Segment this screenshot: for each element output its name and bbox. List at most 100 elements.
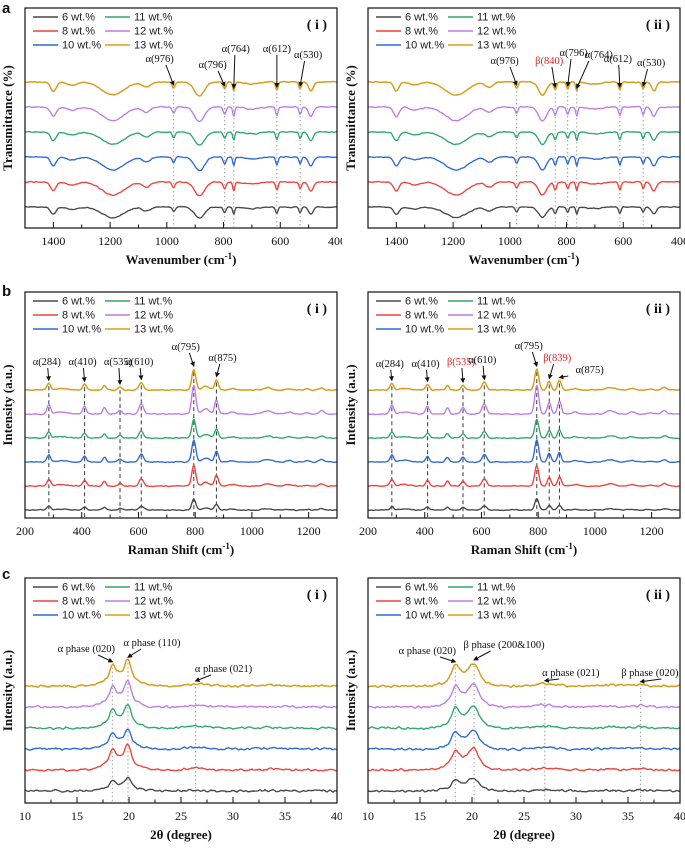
peak-annotation-label: α(410): [68, 357, 97, 368]
legend-label: 10 wt.%: [62, 40, 101, 52]
y-axis-title: Transmittance (%): [0, 65, 15, 171]
legend-label: 6 wt.%: [62, 582, 95, 594]
peak-annotation-label: α phase (020): [58, 644, 116, 655]
peak-annotation-label: α(530): [294, 50, 323, 61]
annotation-arrow: [388, 369, 394, 382]
y-axis-title: Intensity (a.u.): [343, 364, 358, 445]
y-axis-title: Intensity (a.u.): [0, 650, 15, 731]
legend-label: 6 wt.%: [405, 582, 438, 594]
series-curve-12wt: [368, 384, 680, 416]
series-curve-12wt: [25, 384, 337, 416]
annotation-arrow: [217, 70, 226, 87]
annotation-arrow: [617, 64, 623, 89]
x-tick-label: 1000: [155, 234, 179, 248]
plot-frame: [367, 291, 681, 519]
peak-annotation-label: α(612): [263, 44, 292, 55]
x-tick-label: 30: [227, 809, 239, 823]
x-axis-title: 2θ (degree): [493, 827, 555, 842]
y-axis-title: Transmittance (%): [343, 65, 358, 171]
x-tick-label: 15: [71, 809, 83, 823]
series-curve-12wt: [25, 105, 337, 122]
peak-annotation-label: β(840): [535, 56, 564, 67]
x-tick-label: 25: [518, 809, 530, 823]
spectra-plot-xrd-i: 10 15 20 25 30 35 40 2θ (degree) Intensity (a.u.…: [0, 577, 343, 842]
legend-label: 11 wt.%: [134, 582, 173, 594]
x-tick-label: 1200: [441, 234, 465, 248]
legend-label: 6 wt.%: [405, 296, 438, 308]
legend-label: 13 wt.%: [134, 324, 173, 336]
x-tick-label: 400: [328, 234, 342, 248]
panel-b-i: 200 400 600 800 1000 1200 Raman Shift (cm-1) In…: [0, 285, 342, 565]
peak-annotation-label: α(795): [172, 342, 201, 353]
spectra-plot-ftir-i: 1400 1200 1000 800 600 400 Wavenumber (cm-1) Tr…: [0, 7, 346, 267]
legend-label: 11 wt.%: [477, 296, 516, 308]
legend-label: 8 wt.%: [62, 596, 95, 608]
legend-label: 8 wt.%: [405, 310, 438, 322]
plot-frame: [367, 7, 681, 229]
peak-annotation-label: β phase (020): [621, 668, 679, 679]
panel-c-i: 10 15 20 25 30 35 40 2θ (degree) Intensity (a.u.…: [0, 568, 343, 848]
x-axis-title: 2θ (degree): [150, 827, 212, 842]
x-tick-label: 20: [466, 809, 478, 823]
legend-label: 11 wt.%: [134, 296, 173, 308]
peak-annotation-label: α phase (020): [399, 646, 457, 657]
annotation-arrow: [509, 66, 518, 86]
peak-annotation-label: α phase (110): [123, 638, 181, 649]
row-label-a: a: [2, 0, 11, 17]
peak-annotation-label: α(796): [560, 48, 589, 59]
peak-annotation-label: α phase (021): [195, 664, 253, 675]
series-curve-12wt: [368, 105, 680, 122]
panel-b-ii: 200 400 600 800 1000 1200 Raman Shift (cm-1) In…: [343, 285, 685, 565]
series-curve-13wt: [368, 663, 680, 689]
x-axis-title: Raman Shift (cm-1): [471, 541, 577, 557]
series-curve-10wt: [25, 439, 337, 464]
legend-label: 13 wt.%: [477, 610, 516, 622]
legend-label: 11 wt.%: [134, 12, 173, 24]
legend-label: 10 wt.%: [62, 324, 101, 336]
x-tick-label: 1200: [98, 234, 122, 248]
spectra-plot-raman-ii: 200 400 600 800 1000 1200 Raman Shift (cm-1) In…: [343, 291, 681, 557]
series-curve-11wt: [368, 418, 680, 440]
peak-annotation-label: α(610): [125, 357, 154, 368]
peak-annotation-label: α(612): [604, 54, 633, 65]
annotation-arrow: [45, 367, 51, 382]
legend-label: 11 wt.%: [477, 582, 516, 594]
panel-corner-label: ( ii ): [646, 18, 670, 33]
annotation-arrow: [117, 367, 123, 386]
x-tick-label: 200: [16, 524, 34, 538]
annotation-arrow: [543, 677, 560, 683]
series-curve-13wt: [25, 80, 337, 97]
peak-annotation-label: α(284): [376, 359, 405, 370]
x-tick-label: 600: [271, 234, 289, 248]
plot-frame: [24, 7, 338, 229]
x-tick-label: 40: [331, 809, 342, 823]
x-tick-label: 800: [186, 524, 204, 538]
spectra-plot-ftir-ii: 1400 1200 1000 800 600 400 Wavenumber (cm-1) Tr…: [343, 7, 685, 267]
peak-annotation-label: α(875): [208, 353, 237, 364]
panel-c-ii: 10 15 20 25 30 35 40 2θ (degree) Intensity (a.u.…: [343, 568, 685, 848]
annotation-arrow: [473, 650, 491, 661]
peak-annotation-label: α(976): [146, 54, 175, 65]
legend-label: 8 wt.%: [405, 26, 438, 38]
x-tick-label: 600: [472, 524, 490, 538]
annotation-arrow: [194, 674, 212, 682]
annotation-arrow: [188, 352, 195, 368]
y-axis-title: Intensity (a.u.): [343, 650, 358, 731]
row-label-c: c: [2, 566, 11, 583]
series-curve-6wt: [368, 777, 680, 793]
legend-label: 13 wt.%: [134, 610, 173, 622]
x-tick-label: 1000: [498, 234, 522, 248]
annotation-arrow: [138, 367, 144, 381]
annotation-arrow: [641, 68, 649, 87]
annotation-arrow: [551, 66, 558, 89]
peak-annotation-label: α(796): [199, 60, 228, 71]
x-tick-label: 1200: [297, 524, 321, 538]
peak-annotation-label: α(530): [637, 58, 666, 69]
peak-annotation-label: α(795): [515, 341, 544, 352]
peak-annotation-label: α(535): [104, 357, 133, 368]
series-curve-8wt: [25, 743, 337, 772]
x-tick-label: 15: [414, 809, 426, 823]
annotation-arrow: [424, 369, 430, 383]
x-tick-label: 800: [558, 234, 576, 248]
series-curve-12wt: [368, 682, 680, 709]
